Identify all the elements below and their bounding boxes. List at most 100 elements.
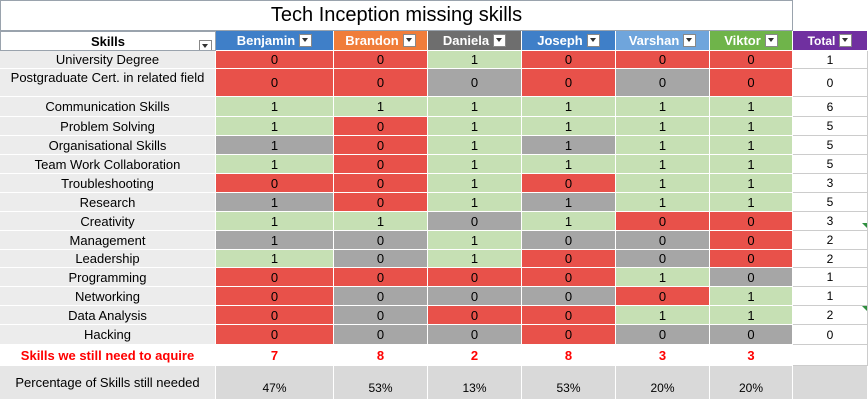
skill-cell[interactable]: 1	[522, 97, 616, 117]
percent-cell[interactable]: 53%	[334, 366, 428, 400]
skill-cell[interactable]: 0	[216, 325, 334, 345]
skill-cell[interactable]: 1	[334, 97, 428, 117]
total-cell[interactable]: 5	[793, 193, 868, 212]
skill-cell[interactable]: 0	[616, 250, 710, 268]
total-cell[interactable]: 1	[793, 268, 868, 287]
skill-cell[interactable]: 1	[216, 155, 334, 174]
skill-cell[interactable]: 0	[428, 268, 522, 287]
skill-cell[interactable]: 0	[522, 51, 616, 69]
skill-cell[interactable]: 1	[522, 117, 616, 136]
skill-cell[interactable]: 1	[710, 117, 793, 136]
needs-cell[interactable]: 3	[616, 345, 710, 366]
skill-cell[interactable]: 1	[522, 155, 616, 174]
skill-cell[interactable]: 0	[616, 212, 710, 231]
skill-cell[interactable]: 0	[522, 306, 616, 325]
total-cell[interactable]: 2	[793, 231, 868, 250]
filter-dropdown-icon[interactable]	[199, 40, 212, 50]
skill-cell[interactable]: 0	[216, 268, 334, 287]
total-cell[interactable]: 3	[793, 174, 868, 193]
skill-cell[interactable]: 1	[616, 174, 710, 193]
skill-cell[interactable]: 0	[616, 325, 710, 345]
skill-cell[interactable]: 1	[216, 193, 334, 212]
skill-cell[interactable]: 1	[710, 174, 793, 193]
header-joseph[interactable]: Joseph	[522, 31, 616, 51]
skill-cell[interactable]: 1	[216, 136, 334, 155]
skill-cell[interactable]: 0	[522, 231, 616, 250]
skill-cell[interactable]: 1	[216, 97, 334, 117]
skill-cell[interactable]: 0	[522, 174, 616, 193]
skill-cell[interactable]: 1	[710, 136, 793, 155]
header-viktor[interactable]: Viktor	[710, 31, 793, 51]
skill-cell[interactable]: 0	[522, 69, 616, 97]
skill-cell[interactable]: 0	[334, 193, 428, 212]
total-cell[interactable]: 1	[793, 51, 868, 69]
skill-cell[interactable]: 0	[216, 69, 334, 97]
skill-cell[interactable]: 1	[522, 212, 616, 231]
total-cell[interactable]: 0	[793, 69, 868, 97]
filter-dropdown-icon[interactable]	[586, 34, 600, 47]
header-varshan[interactable]: Varshan	[616, 31, 710, 51]
skill-cell[interactable]: 0	[522, 325, 616, 345]
skill-cell[interactable]: 0	[334, 231, 428, 250]
skill-cell[interactable]: 0	[522, 250, 616, 268]
skill-cell[interactable]: 1	[428, 193, 522, 212]
header-daniela[interactable]: Daniela	[428, 31, 522, 51]
skill-cell[interactable]: 0	[334, 287, 428, 306]
skill-cell[interactable]: 0	[216, 287, 334, 306]
skill-cell[interactable]: 0	[710, 231, 793, 250]
skill-cell[interactable]: 0	[710, 51, 793, 69]
skill-cell[interactable]: 0	[334, 155, 428, 174]
total-cell[interactable]: 1	[793, 287, 868, 306]
percent-cell[interactable]: 20%	[616, 366, 710, 400]
total-cell[interactable]: 5	[793, 136, 868, 155]
skill-cell[interactable]: 1	[522, 193, 616, 212]
header-skills[interactable]: Skills	[0, 31, 216, 51]
skill-cell[interactable]: 0	[334, 136, 428, 155]
skill-cell[interactable]: 1	[616, 268, 710, 287]
skill-cell[interactable]: 0	[216, 306, 334, 325]
total-cell[interactable]: 5	[793, 155, 868, 174]
skill-cell[interactable]: 1	[216, 250, 334, 268]
skill-cell[interactable]: 1	[216, 212, 334, 231]
total-cell[interactable]: 5	[793, 117, 868, 136]
filter-dropdown-icon[interactable]	[402, 34, 416, 47]
skill-cell[interactable]: 1	[428, 117, 522, 136]
skill-cell[interactable]: 1	[428, 174, 522, 193]
skill-cell[interactable]: 1	[428, 136, 522, 155]
skill-cell[interactable]: 1	[616, 155, 710, 174]
skill-cell[interactable]: 0	[710, 325, 793, 345]
skill-cell[interactable]: 0	[334, 51, 428, 69]
skill-cell[interactable]: 0	[334, 69, 428, 97]
skill-cell[interactable]: 1	[616, 193, 710, 212]
percent-cell[interactable]: 20%	[710, 366, 793, 400]
skill-cell[interactable]: 0	[428, 69, 522, 97]
skill-cell[interactable]: 1	[616, 117, 710, 136]
skill-cell[interactable]: 0	[616, 231, 710, 250]
header-brandon[interactable]: Brandon	[334, 31, 428, 51]
percent-total-cell[interactable]	[793, 366, 868, 400]
skill-cell[interactable]: 0	[616, 287, 710, 306]
skill-cell[interactable]: 1	[522, 136, 616, 155]
percent-cell[interactable]: 47%	[216, 366, 334, 400]
skill-cell[interactable]: 0	[616, 51, 710, 69]
skill-cell[interactable]: 1	[616, 97, 710, 117]
skill-cell[interactable]: 0	[428, 212, 522, 231]
skill-cell[interactable]: 0	[428, 306, 522, 325]
filter-dropdown-icon[interactable]	[493, 34, 507, 47]
skill-cell[interactable]: 0	[710, 212, 793, 231]
skill-cell[interactable]: 1	[710, 155, 793, 174]
filter-dropdown-icon[interactable]	[839, 34, 853, 47]
skill-cell[interactable]: 0	[710, 250, 793, 268]
needs-cell[interactable]: 2	[428, 345, 522, 366]
skill-cell[interactable]: 1	[710, 193, 793, 212]
total-cell[interactable]: 0	[793, 325, 868, 345]
total-cell[interactable]: 6	[793, 97, 868, 117]
needs-cell[interactable]: 8	[522, 345, 616, 366]
skill-cell[interactable]: 1	[428, 155, 522, 174]
skill-cell[interactable]: 1	[334, 212, 428, 231]
header-total[interactable]: Total	[793, 31, 868, 51]
needs-total-cell[interactable]	[793, 345, 868, 366]
skill-cell[interactable]: 0	[428, 325, 522, 345]
needs-cell[interactable]: 8	[334, 345, 428, 366]
skill-cell[interactable]: 1	[428, 51, 522, 69]
